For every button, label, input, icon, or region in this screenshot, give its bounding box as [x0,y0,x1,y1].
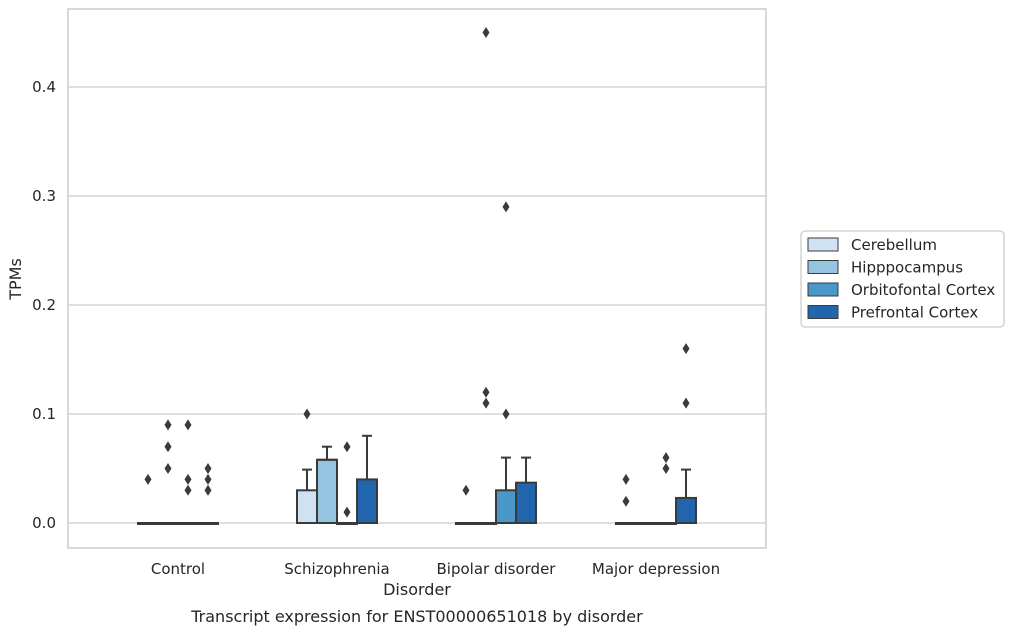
box-3-1 [635,522,657,525]
outlier-point [343,506,351,518]
y-tick-label: 0.1 [32,405,56,423]
box-2-2 [495,201,517,524]
legend-label: Cerebellum [851,236,937,254]
outlier-point [502,408,510,420]
outlier-point [164,441,172,453]
outlier-point [482,27,490,38]
box-1-0 [296,408,318,524]
outlier-point [184,484,192,496]
box-plot-area [137,27,697,525]
outlier-point [462,484,470,496]
box-1-2 [336,441,358,525]
box-0-0 [137,473,159,525]
y-tick-label: 0.3 [32,187,56,205]
legend-frame [800,230,1005,328]
x-tick-label: Bipolar disorder [437,560,557,578]
outlier-point [662,463,670,474]
box [675,496,697,524]
y-axis-label: TPMs [6,258,25,301]
outlier-point [303,408,311,420]
plot-frame [67,8,767,549]
legend-label: Hipppocampus [851,259,963,277]
outlier-point [482,397,490,409]
box [495,489,517,524]
legend-swatch [807,237,839,252]
y-axis-ticks: 0.0 0.1 0.2 0.3 0.4 [32,78,56,532]
box-0-2 [177,419,199,525]
outlier-point [343,441,351,453]
gridlines [68,86,766,524]
outlier-point [204,484,212,496]
legend-label: Prefrontal Cortex [851,304,978,322]
box-0-3 [197,463,219,525]
legend-swatch [807,260,839,274]
outlier-point [204,473,212,485]
legend-swatch [807,305,839,319]
y-tick-label: 0.4 [32,78,56,96]
outlier-point [682,397,690,409]
chart-caption: Transcript expression for ENST0000065101… [190,607,643,626]
box-3-0 [615,473,637,525]
y-tick-label: 0.0 [32,514,56,532]
legend-swatch [807,282,839,297]
outlier-point [682,343,690,355]
outlier-point [622,473,630,485]
outlier-point [184,419,192,431]
legend: Cerebellum Hipppocampus Orbitofontal Corte… [800,230,1005,328]
box [316,458,338,524]
legend-label: Orbitofontal Cortex [851,281,995,299]
outlier-point [662,452,670,464]
box-2-1 [475,27,497,525]
x-tick-label: Major depression [592,560,720,578]
box-2-3 [515,456,537,525]
box-3-3 [675,343,697,524]
box-0-1 [157,419,179,525]
outlier-point [622,495,630,507]
outlier-point [482,386,490,398]
x-axis-label: Disorder [383,580,451,599]
outlier-point [502,201,510,213]
outlier-point [164,463,172,474]
box-2-0 [455,484,477,525]
x-tick-label: Control [151,560,205,578]
x-axis-ticks: Control Schizophrenia Bipolar disorder Majo… [151,560,720,578]
outlier-point [184,473,192,485]
x-tick-label: Schizophrenia [284,560,389,578]
outlier-point [164,419,172,431]
y-tick-label: 0.2 [32,296,56,314]
box-1-3 [356,434,378,524]
outlier-point [204,463,212,474]
box [515,481,537,525]
box-1-1 [316,445,338,524]
box [296,489,318,524]
outlier-point [144,473,152,485]
box [356,478,378,524]
box-3-2 [655,452,677,525]
